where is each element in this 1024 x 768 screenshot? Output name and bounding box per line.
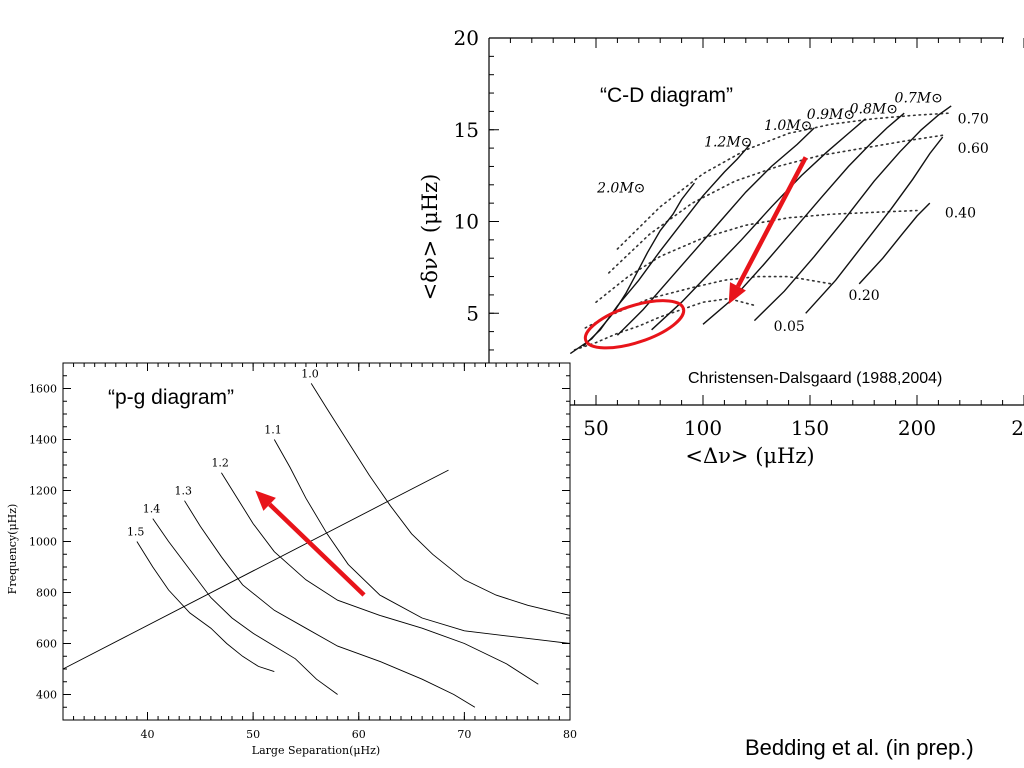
pg-ytick-label: 1200 [29, 485, 57, 498]
pg-xtick-label: 70 [457, 728, 471, 741]
pg-mass-label: 1.3 [174, 485, 192, 498]
cd-mass-label: 1.0M⊙ [764, 118, 812, 134]
cd-isochrone-line [616, 112, 950, 250]
pg-xtick-label: 50 [246, 728, 260, 741]
cd-mass-label: 1.2M⊙ [704, 135, 752, 151]
cd-ylabel: <δν> (μHz) [418, 174, 442, 301]
cd-mass-track [858, 202, 931, 285]
cd-isochrone-line [595, 209, 918, 303]
pg-axis-frame [62, 362, 571, 721]
cd-xtick-label: 25 [1011, 416, 1024, 440]
cd-mass-track [805, 136, 944, 314]
pg-annotations [255, 490, 366, 597]
pg-title: “p-g diagram” [108, 386, 234, 409]
pg-axes: 40 50 60 70 80 400 600 800 1000 1200 1400 1600 [29, 362, 577, 741]
cd-age-label: 0.20 [849, 288, 880, 304]
cd-mass-track [651, 118, 867, 331]
cd-xtick-label: 100 [684, 416, 722, 440]
cd-red-arrow-shaft [735, 156, 808, 288]
cd-mass-track [753, 105, 952, 322]
cd-isochrone-line [608, 134, 944, 274]
pg-mass-label: 1.1 [264, 424, 282, 437]
cd-age-label: 0.60 [958, 141, 989, 157]
pg-mass-track [310, 383, 571, 616]
cd-mass-label: 0.7M⊙ [895, 91, 943, 107]
cd-ytick-label: 20 [454, 26, 479, 50]
pg-mass-track [152, 518, 338, 695]
cd-diagram-chart: 0501001502002505101520 2.0M⊙1.2M⊙1.0M⊙0.… [418, 26, 1024, 468]
pg-mass-track [273, 439, 571, 644]
cd-mass-tracks [569, 105, 952, 355]
pg-ytick-label: 800 [36, 587, 57, 600]
pg-ytick-label: 1400 [29, 434, 57, 447]
cd-red-ellipse [583, 299, 686, 350]
cd-mass-label: 2.0M⊙ [596, 180, 645, 196]
credit-text: Bedding et al. (in prep.) [745, 735, 974, 760]
cd-ytick-label: 10 [454, 210, 479, 234]
pg-mass-track [184, 500, 476, 708]
cd-ytick-label: 15 [454, 118, 479, 142]
pg-xlabel: Large Separation(μHz) [252, 744, 380, 757]
pg-mass-label: 1.0 [301, 367, 319, 380]
cd-xtick-label: 50 [583, 416, 608, 440]
pg-mass-label: 1.4 [143, 503, 161, 516]
cd-title: “C-D diagram” [600, 84, 733, 107]
pg-xtick-label: 60 [352, 728, 366, 741]
cd-isochrone-line [584, 275, 833, 329]
pg-xtick-label: 40 [141, 728, 155, 741]
pg-ytick-label: 1000 [29, 536, 57, 549]
pg-mass-track [136, 541, 275, 673]
cd-mass-track [582, 143, 751, 347]
pg-mass-label: 1.5 [127, 526, 145, 539]
pg-mass-tracks: 1.0 1.1 1.2 1.3 1.4 1.5 [62, 367, 571, 708]
cd-age-label: 0.05 [774, 319, 805, 335]
cd-axis-frame [488, 38, 1024, 406]
cd-mass-label: 0.9M⊙ [807, 107, 855, 123]
pg-mass-track [221, 472, 539, 685]
cd-ytick-label: 5 [466, 301, 479, 325]
cd-annotations [583, 156, 808, 350]
cd-isochrone-lines [573, 112, 950, 351]
cd-age-label: 0.40 [945, 205, 976, 221]
cd-mass-track [616, 127, 815, 336]
cd-labels: 2.0M⊙ 1.2M⊙ 1.0M⊙0.9M⊙0.8M⊙0.7M⊙ 0.70 0.60 0.… [596, 91, 989, 336]
cd-source-note: Christensen-Dalsgaard (1988,2004) [688, 370, 942, 387]
cd-red-arrow-head [728, 282, 746, 305]
pg-ytick-label: 1600 [29, 383, 57, 396]
cd-isochrone-line [573, 297, 758, 351]
pg-ylabel: Frequency(μHz) [6, 504, 19, 595]
pg-xtick-label: 80 [563, 728, 577, 741]
pg-red-arrow-head [255, 490, 276, 511]
pg-red-arrow-shaft [268, 502, 366, 597]
pg-ytick-label: 600 [36, 638, 57, 651]
pg-mass-label: 1.2 [211, 457, 229, 470]
pg-ytick-label: 400 [36, 689, 57, 702]
cd-mass-track [702, 112, 905, 325]
cd-mass-label: 0.8M⊙ [850, 102, 898, 118]
pg-reference-line [62, 469, 449, 670]
cd-age-label: 0.70 [958, 112, 989, 128]
cd-xtick-label: 200 [898, 416, 936, 440]
cd-xtick-label: 150 [791, 416, 829, 440]
cd-xlabel: <Δν> (μHz) [685, 444, 814, 468]
